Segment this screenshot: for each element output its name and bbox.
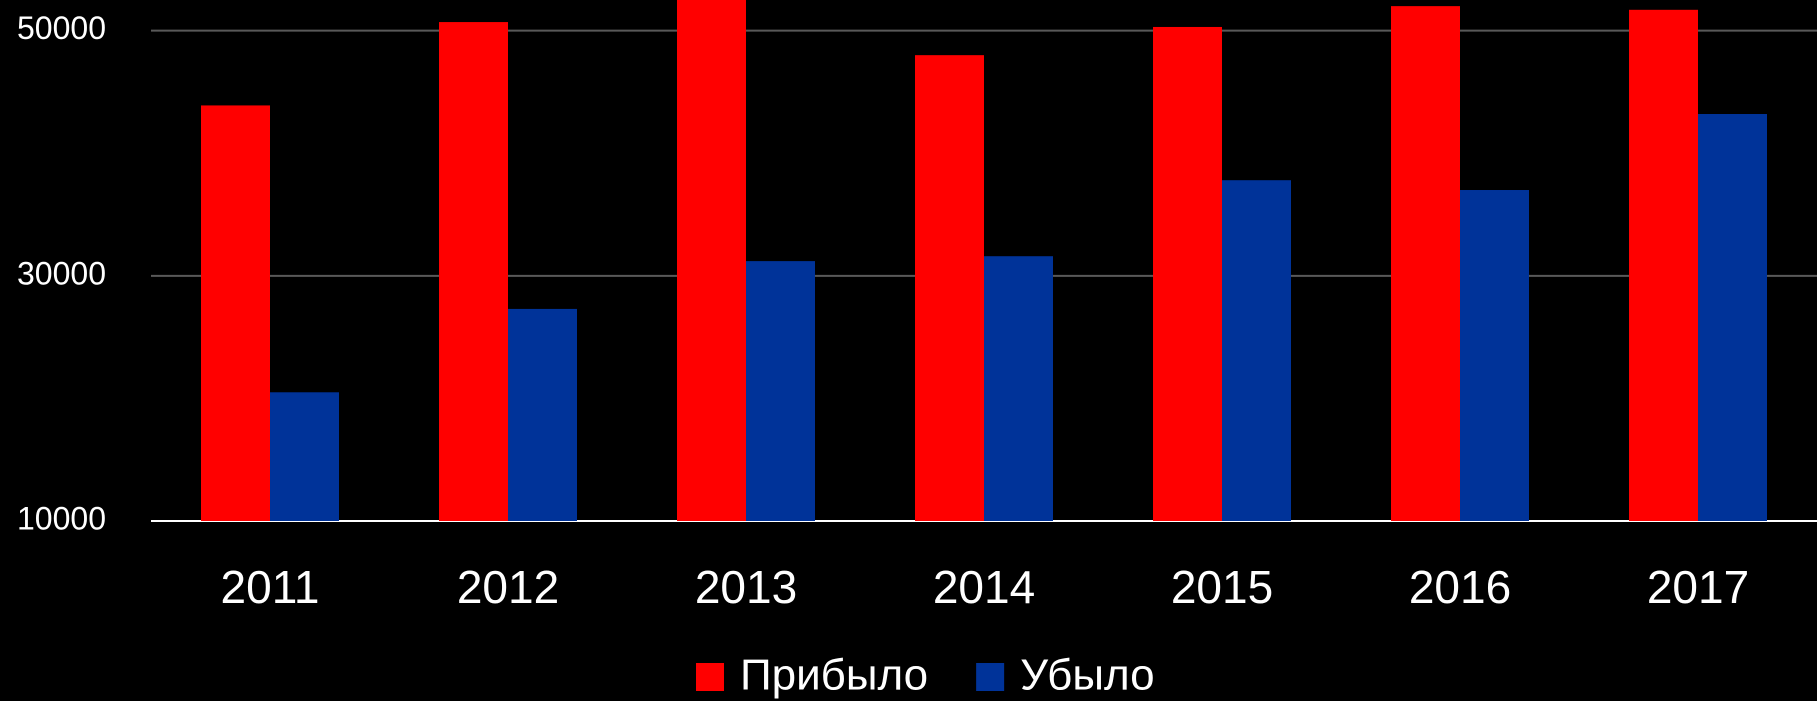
bar bbox=[201, 105, 270, 521]
bar bbox=[1391, 6, 1460, 521]
y-tick-label: 50000 bbox=[17, 10, 106, 46]
x-tick-label: 2016 bbox=[1409, 561, 1511, 613]
legend-swatch bbox=[976, 663, 1005, 691]
bar bbox=[439, 22, 508, 521]
bar bbox=[1153, 26, 1222, 521]
x-tick-label: 2014 bbox=[933, 561, 1035, 613]
bar bbox=[1222, 180, 1291, 521]
bar bbox=[677, 0, 746, 521]
bar bbox=[270, 392, 339, 521]
bar bbox=[1629, 9, 1698, 521]
y-tick-label: 30000 bbox=[17, 255, 106, 291]
bar bbox=[1460, 190, 1529, 521]
x-tick-label: 2011 bbox=[221, 561, 320, 613]
bar bbox=[1698, 114, 1767, 521]
bar bbox=[746, 261, 815, 521]
legend-swatch bbox=[696, 663, 724, 691]
x-tick-label: 2012 bbox=[457, 561, 559, 613]
bar bbox=[984, 256, 1053, 521]
bar bbox=[508, 308, 577, 521]
legend-label: Убыло bbox=[1020, 651, 1154, 700]
x-tick-label: 2017 bbox=[1647, 561, 1749, 613]
x-tick-label: 2015 bbox=[1171, 561, 1273, 613]
legend-label: Прибыло bbox=[740, 651, 928, 700]
y-tick-label: 10000 bbox=[17, 500, 106, 536]
bar bbox=[915, 55, 984, 521]
x-tick-label: 2013 bbox=[695, 561, 797, 613]
